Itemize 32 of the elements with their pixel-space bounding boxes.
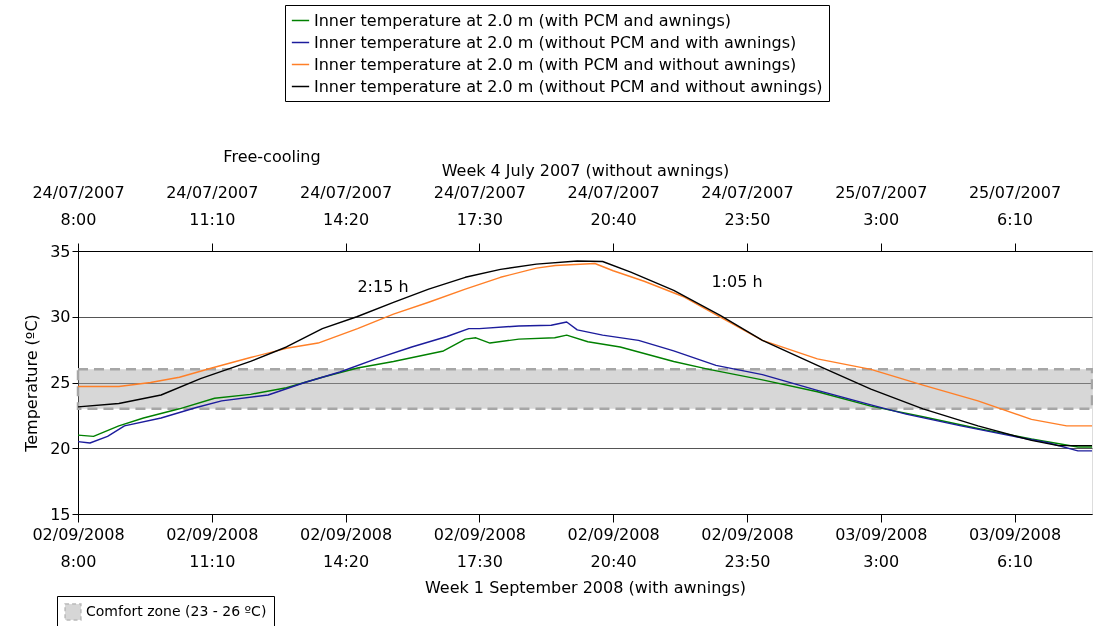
x2-tick-label: 25/07/2007 3:00 (835, 182, 928, 229)
x-tick-label: 02/09/2008 14:20 (299, 524, 393, 571)
annotation: 1:05 h (711, 272, 763, 291)
x-tick-label: 03/09/2008 6:10 (968, 524, 1062, 571)
x-tick-label: 02/09/2008 20:40 (567, 524, 660, 571)
x2-axis-title: Week 4 July 2007 (without awnings) (441, 160, 730, 180)
legend-label: Inner temperature at 2.0 m (with PCM and without awnings) (314, 54, 797, 74)
x-tick-label: 03/09/2008 3:00 (835, 524, 928, 571)
x-tick-label: 02/09/2008 23:50 (701, 524, 794, 571)
y-tick-label: 15 (50, 504, 71, 524)
y-tick-label: 25 (50, 373, 71, 392)
y-tick-label: 20 (50, 438, 71, 458)
legend-label: Inner temperature at 2.0 m (with PCM and awnings) (314, 10, 732, 30)
x-tick-label: 02/09/2008 8:00 (32, 524, 125, 571)
x-axis-title: Week 1 September 2008 (with awnings) (424, 577, 747, 597)
y-axis-title: Temperature (ºC) (22, 314, 42, 453)
x2-tick-label: 25/07/2007 6:10 (968, 182, 1062, 229)
x-tick-label: 02/09/2008 11:10 (166, 524, 259, 571)
x2-tick-label: 24/07/2007 11:10 (166, 182, 259, 229)
legend-label: Inner temperature at 2.0 m (without PCM and with awnings) (314, 32, 797, 52)
legend-label: Inner temperature at 2.0 m (without PCM and without awnings) (314, 76, 823, 96)
y-tick-label: 35 (50, 241, 71, 261)
x2-tick-label: 24/07/2007 20:40 (567, 182, 660, 229)
x2-tick-label: 24/07/2007 23:50 (701, 182, 794, 229)
text: Free-cooling (223, 147, 321, 166)
y-tick-label: 30 (50, 307, 71, 327)
x2-tick-label: 24/07/2007 17:30 (433, 182, 526, 229)
annotation: 2:15 h (357, 277, 409, 296)
legend-label: Comfort zone (23 - 26 ºC) (86, 603, 267, 619)
x2-tick-label: 24/07/2007 8:00 (32, 182, 125, 229)
x-tick-label: 02/09/2008 17:30 (433, 524, 526, 571)
x2-tick-label: 24/07/2007 14:20 (299, 182, 393, 229)
